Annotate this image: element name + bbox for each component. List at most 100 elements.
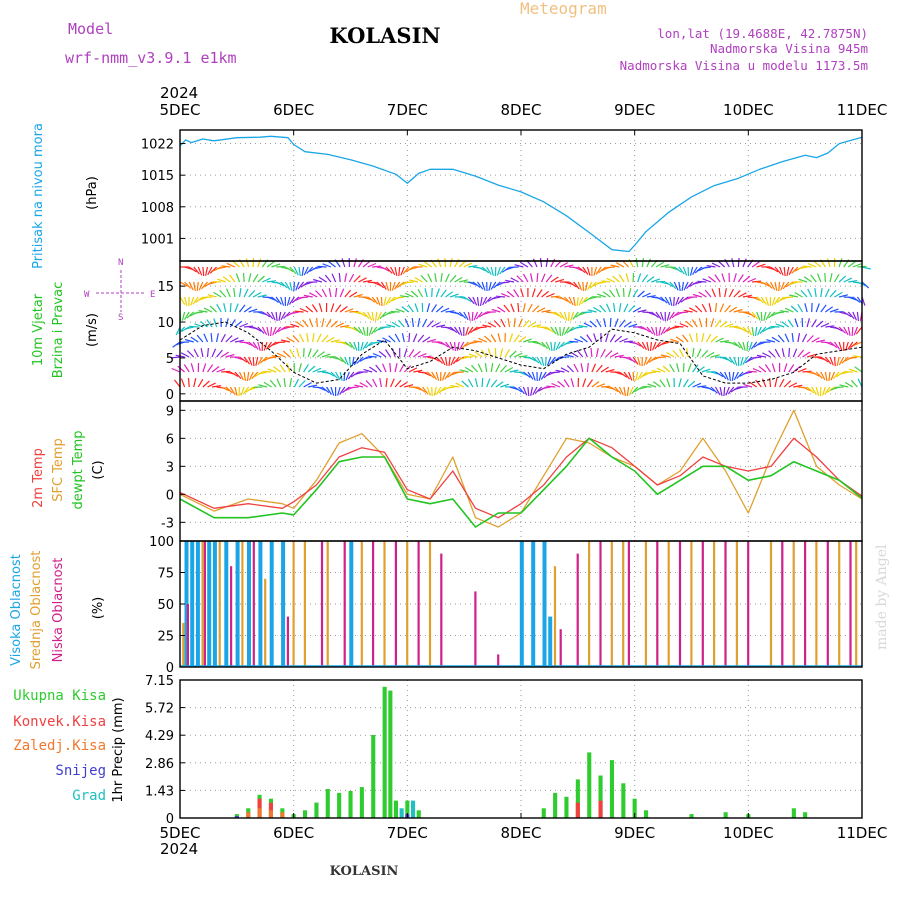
wind-barb bbox=[821, 386, 826, 396]
wind-barb bbox=[815, 371, 823, 379]
wind-barb bbox=[424, 288, 428, 298]
low-cloud-bar bbox=[440, 553, 443, 667]
wind-barb bbox=[584, 281, 588, 291]
mid-cloud-bar bbox=[201, 541, 204, 667]
wind-barb bbox=[221, 370, 231, 373]
wind-barb bbox=[551, 382, 561, 388]
wind-barb bbox=[573, 296, 576, 307]
wind-barb bbox=[385, 378, 388, 388]
wind-barb bbox=[609, 386, 619, 393]
wind-barb bbox=[308, 384, 318, 388]
year-top: 2024 bbox=[160, 84, 198, 102]
xtick-top-0: 5DEC bbox=[159, 101, 200, 119]
wind-barb bbox=[354, 384, 364, 388]
wind-barb bbox=[487, 322, 497, 328]
wind-barb bbox=[853, 341, 863, 346]
wind-barb bbox=[631, 386, 639, 395]
wind-barb bbox=[587, 281, 593, 291]
wind-barb bbox=[394, 379, 402, 388]
wind-barb bbox=[198, 310, 208, 313]
wind-barb bbox=[623, 321, 632, 328]
wind-barb bbox=[405, 292, 414, 298]
high-cloud-bar bbox=[224, 541, 229, 667]
wind-barb bbox=[368, 326, 373, 336]
wind-barb bbox=[771, 363, 776, 373]
wind-barb bbox=[435, 371, 440, 381]
wind-barb bbox=[407, 304, 414, 313]
wind-barb bbox=[788, 382, 798, 388]
mid-cloud-bar bbox=[264, 578, 267, 667]
total-rain-bar bbox=[553, 792, 558, 818]
wind-barb bbox=[242, 386, 250, 395]
wind-barb bbox=[563, 311, 568, 321]
wind-barb bbox=[386, 324, 396, 328]
model-name: wrf-nmm_v3.9.1 e1km bbox=[65, 49, 237, 67]
wind-barb bbox=[450, 356, 456, 366]
wind-barb bbox=[272, 326, 277, 336]
wind-barb bbox=[330, 339, 340, 343]
wind-barb bbox=[541, 386, 551, 390]
wind-barb bbox=[409, 279, 419, 283]
wind-barb bbox=[174, 379, 181, 388]
wind-barb bbox=[280, 311, 286, 321]
wind-barb bbox=[530, 386, 533, 396]
wind-barb bbox=[321, 386, 330, 394]
meteogram-label: Meteogram bbox=[520, 0, 607, 18]
wind-barb bbox=[513, 318, 516, 328]
xtick-bottom-2: 7DEC bbox=[387, 824, 428, 842]
wind-barb bbox=[583, 322, 593, 328]
wind-barb bbox=[216, 368, 226, 373]
wind-barb bbox=[609, 334, 616, 343]
wind-barb bbox=[438, 386, 446, 394]
wind-barb bbox=[752, 280, 762, 283]
wind-barb bbox=[243, 306, 252, 313]
wind-barb bbox=[838, 275, 847, 283]
wind-barb bbox=[691, 319, 698, 328]
wind-barb bbox=[225, 386, 233, 394]
wind-barb bbox=[394, 281, 401, 290]
wind-barb bbox=[321, 353, 331, 358]
wind-barb bbox=[811, 337, 820, 343]
low-cloud-bar bbox=[497, 654, 500, 667]
wind-barb bbox=[490, 334, 497, 343]
wind-barb bbox=[458, 326, 463, 336]
total-rain-bar bbox=[416, 810, 421, 818]
wind-barb bbox=[706, 265, 716, 268]
wind-barb bbox=[271, 296, 279, 303]
wind-barb bbox=[431, 322, 440, 328]
wind-barb bbox=[800, 289, 808, 298]
high-cloud-bar bbox=[195, 541, 200, 667]
wind-barb bbox=[402, 266, 410, 275]
wind-barb bbox=[286, 363, 291, 373]
wind-barb bbox=[203, 307, 213, 313]
wind-barb bbox=[743, 383, 753, 388]
wind-barb bbox=[490, 266, 494, 276]
wind-barb bbox=[376, 339, 387, 343]
wind-barb bbox=[829, 341, 838, 349]
wind-barb bbox=[377, 311, 382, 321]
wind-barb bbox=[769, 281, 776, 291]
wind-barb bbox=[577, 266, 586, 274]
wind-barb bbox=[660, 354, 670, 358]
wind-barb bbox=[385, 281, 390, 291]
wind-barb bbox=[564, 296, 572, 304]
wind-barb bbox=[180, 352, 190, 358]
wind-barb bbox=[299, 307, 309, 313]
year-bottom: 2024 bbox=[160, 840, 198, 858]
total-rain-bar bbox=[644, 810, 649, 818]
wind-barb bbox=[679, 322, 689, 328]
wind-barb bbox=[390, 266, 396, 276]
wind-barb bbox=[474, 351, 483, 358]
watermark: made by Angel bbox=[874, 544, 890, 650]
wind-barb bbox=[367, 296, 376, 303]
wind-barb bbox=[743, 371, 753, 375]
wind-barb bbox=[341, 258, 346, 268]
wind-barb bbox=[315, 290, 323, 298]
wind-barb bbox=[582, 281, 585, 292]
wind-barb bbox=[596, 383, 606, 388]
wind-barb bbox=[298, 380, 306, 388]
wind-barb bbox=[527, 303, 533, 313]
wind-barb bbox=[658, 326, 662, 336]
wind-barb bbox=[197, 378, 204, 388]
wind-barb bbox=[449, 274, 457, 283]
